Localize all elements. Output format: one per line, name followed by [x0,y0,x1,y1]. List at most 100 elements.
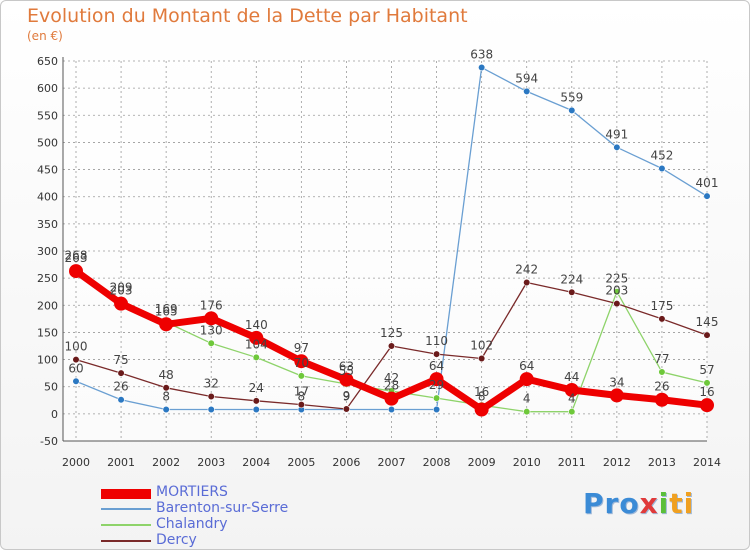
data-label-barenton-sur-serre: 9 [343,390,351,404]
data-label-chalandry: 225 [605,272,628,286]
x-tick-label: 2007 [378,456,406,469]
x-tick-label: 2010 [513,456,541,469]
data-label-mortiers: 97 [294,341,309,355]
legend-item-chalandry: Chalandry [101,516,361,533]
y-tick-label: 200 [37,299,58,312]
chart-title: Evolution du Montant de la Dette par Hab… [27,5,468,27]
data-label-barenton-sur-serre: 594 [515,71,538,85]
legend-item-dercy: Dercy [101,532,361,549]
x-tick-label: 2005 [287,456,315,469]
data-label-dercy: 75 [113,353,128,367]
data-label-mortiers: 16 [699,385,714,399]
data-point-chalandry [297,372,305,380]
data-point-chalandry [703,379,711,387]
data-label-barenton-sur-serre: 8 [298,390,306,404]
data-point-dercy [568,288,576,296]
y-tick-label: 100 [37,354,58,367]
data-point-dercy [658,315,666,323]
y-tick-label: 500 [37,136,58,149]
legend-swatch-chalandry [101,524,151,526]
data-label-mortiers: 64 [429,359,444,373]
data-point-dercy [432,350,441,358]
data-label-mortiers: 34 [609,375,624,389]
data-point-barenton-sur-serre [703,192,711,200]
data-point-mortiers [249,330,264,345]
legend-item-mortiers: MORTIERS [101,484,361,501]
y-tick-label: 150 [37,326,58,339]
data-label-dercy: 48 [159,368,174,382]
data-point-chalandry [432,394,441,402]
data-point-dercy [117,369,125,377]
data-label-dercy: 100 [65,340,88,354]
data-point-mortiers [654,392,669,407]
x-tick-label: 2013 [648,456,676,469]
data-point-dercy [478,354,486,363]
data-point-mortiers [114,296,129,311]
data-point-dercy [72,355,80,364]
x-tick-label: 2011 [558,456,586,469]
x-tick-label: 2008 [423,456,451,469]
data-label-mortiers: 176 [200,298,223,312]
data-label-dercy: 102 [470,338,493,352]
data-label-barenton-sur-serre: 8 [162,390,170,404]
data-label-barenton-sur-serre: 26 [113,380,128,394]
data-label-dercy: 125 [380,326,403,340]
data-point-mortiers [474,402,489,417]
x-tick-label: 2004 [242,456,270,469]
data-point-barenton-sur-serre [117,396,125,404]
data-label-chalandry: 104 [245,337,268,351]
data-point-barenton-sur-serre [613,143,621,151]
legend-label-barenton-sur-serre: Barenton-sur-Serre [156,500,289,516]
data-label-chalandry: 268 [65,248,88,262]
x-tick-label: 2003 [197,456,225,469]
data-point-barenton-sur-serre [162,405,170,414]
data-label-barenton-sur-serre: 491 [605,127,628,141]
chart-subtitle: (en €) [27,29,63,43]
data-label-mortiers: 140 [245,318,268,332]
data-point-mortiers [159,317,174,332]
data-label-dercy: 110 [425,334,448,348]
data-point-dercy [162,384,170,392]
y-tick-label: 400 [37,191,58,204]
data-point-dercy [207,392,215,401]
data-label-mortiers: 165 [155,304,178,318]
data-point-mortiers [339,372,354,387]
data-point-dercy [342,405,351,413]
data-label-mortiers: 8 [478,390,486,404]
data-label-mortiers: 44 [564,370,579,384]
legend-label-mortiers: MORTIERS [156,484,228,500]
data-label-chalandry: 42 [384,371,399,385]
data-label-dercy: 145 [696,315,719,329]
data-label-chalandry: 130 [200,323,223,337]
x-tick-label: 2009 [468,456,496,469]
data-label-mortiers: 26 [654,380,669,394]
x-tick-label: 2006 [332,456,360,469]
legend-item-barenton-sur-serre: Barenton-sur-Serre [101,500,361,517]
legend-swatch-barenton-sur-serre [101,508,151,510]
data-label-barenton-sur-serre: 559 [560,90,583,104]
data-label-dercy: 9 [343,389,351,403]
data-label-mortiers: 64 [519,359,534,373]
data-point-mortiers [700,398,714,413]
y-tick-label: -50 [40,435,58,448]
data-label-dercy: 24 [249,381,264,395]
y-tick-label: 550 [37,109,58,122]
data-label-dercy: 203 [605,284,628,298]
data-point-mortiers [429,372,444,387]
data-point-barenton-sur-serre [207,405,215,414]
data-label-mortiers: 28 [384,379,399,393]
data-label-chalandry: 57 [699,363,714,377]
y-tick-label: 250 [37,272,58,285]
data-point-barenton-sur-serre [478,63,486,72]
data-label-dercy: 175 [650,299,673,313]
data-point-mortiers [564,382,579,397]
data-point-mortiers [204,311,219,326]
data-label-chalandry: 4 [523,392,531,406]
data-point-dercy [703,331,711,339]
data-label-mortiers: 203 [110,284,133,298]
x-tick-label: 2001 [107,456,135,469]
legend-swatch-mortiers [101,489,151,499]
y-tick-label: 650 [37,55,58,68]
data-point-barenton-sur-serre [72,377,80,385]
data-label-chalandry: 55 [339,364,354,378]
